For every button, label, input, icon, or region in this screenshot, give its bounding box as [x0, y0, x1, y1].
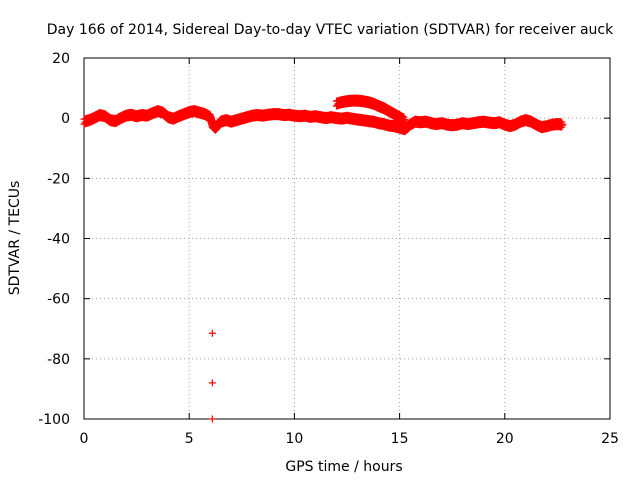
- data-points: [80, 94, 567, 423]
- outliers-point: [208, 415, 216, 423]
- outliers-point: [208, 329, 216, 337]
- upper-branch-point: [401, 116, 409, 124]
- x-axis-label: GPS time / hours: [285, 459, 402, 475]
- x-tick-label: 15: [391, 431, 409, 447]
- chart-title: Day 166 of 2014, Sidereal Day-to-day VTE…: [47, 22, 614, 38]
- y-tick-labels: 20 0 -20 -40 -60 -80 -100: [38, 51, 70, 428]
- y-tick-label: 20: [52, 51, 70, 67]
- axis-ticks: [83, 57, 611, 420]
- y-tick-label: 0: [61, 111, 70, 127]
- x-tick-label: 20: [496, 431, 514, 447]
- y-axis-label: SDTVAR / TECUs: [7, 181, 23, 296]
- y-tick-label: -80: [47, 352, 70, 368]
- x-tick-label: 5: [185, 431, 194, 447]
- x-tick-label: 0: [80, 431, 89, 447]
- x-tick-label: 25: [601, 431, 619, 447]
- y-tick-label: -20: [47, 171, 70, 187]
- y-tick-label: -100: [38, 412, 70, 428]
- x-tick-label: 10: [285, 431, 303, 447]
- x-tick-labels: 0 5 10 15 20 25: [80, 431, 619, 447]
- main-trace-point: [559, 120, 567, 128]
- y-tick-label: -60: [47, 292, 70, 308]
- outliers-point: [208, 379, 216, 387]
- y-tick-label: -40: [47, 232, 70, 248]
